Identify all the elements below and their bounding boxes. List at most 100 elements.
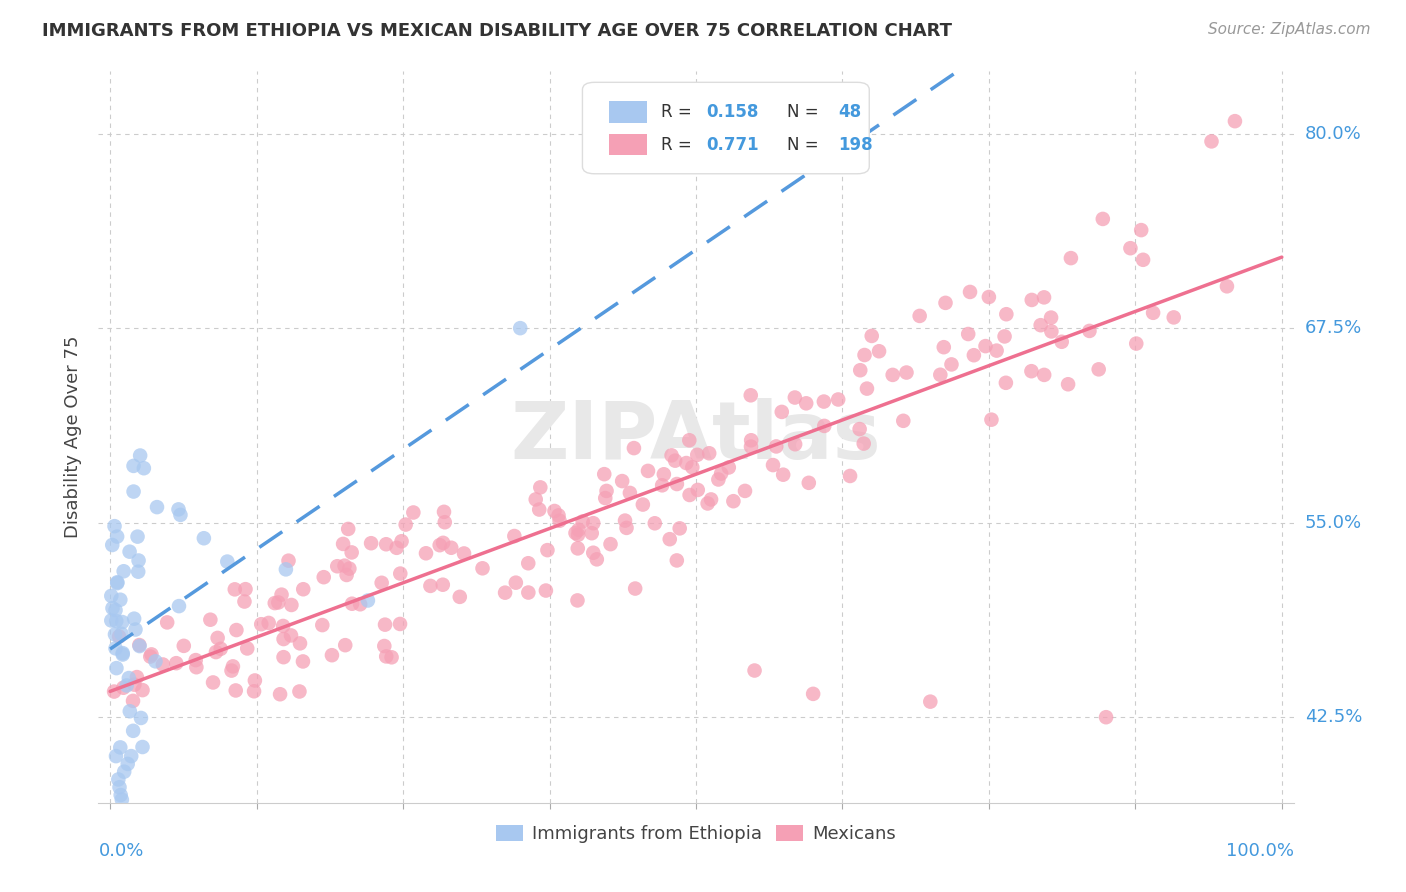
Point (374, 617, 396, 632)
Point (271, 619, 294, 633)
Point (740, 440, 762, 454)
Point (908, 309, 931, 323)
Point (959, 285, 981, 299)
Point (1078, 324, 1101, 338)
Point (529, 502, 551, 516)
Point (503, 529, 526, 543)
Point (402, 506, 425, 520)
Point (321, 648, 343, 663)
Point (707, 473, 730, 487)
Point (122, 694, 145, 708)
Point (128, 553, 150, 567)
Point (186, 660, 208, 674)
Point (117, 756, 139, 771)
Text: R =: R = (661, 103, 697, 120)
Point (891, 414, 914, 428)
Point (1057, 377, 1080, 392)
Point (765, 439, 787, 453)
Point (209, 641, 232, 656)
Point (853, 348, 876, 362)
Point (222, 659, 245, 673)
Point (794, 396, 817, 410)
Point (734, 483, 756, 498)
Point (415, 546, 437, 560)
Point (1050, 334, 1073, 349)
Point (332, 537, 354, 551)
Point (595, 483, 617, 498)
Text: 42.5%: 42.5% (1305, 708, 1362, 726)
Point (124, 623, 146, 637)
Point (827, 392, 849, 407)
Point (132, 461, 155, 475)
Point (1125, 336, 1147, 351)
Text: N =: N = (787, 103, 818, 120)
Text: 67.5%: 67.5% (1305, 319, 1362, 337)
Point (288, 684, 311, 698)
Point (105, 749, 128, 764)
Point (419, 579, 441, 593)
Point (326, 559, 349, 574)
Point (665, 477, 688, 491)
Point (471, 561, 494, 575)
Point (593, 467, 616, 482)
Point (849, 363, 872, 377)
Point (494, 585, 516, 599)
Point (225, 623, 247, 637)
Text: 0.771: 0.771 (707, 136, 759, 153)
Point (963, 348, 986, 362)
Bar (609, 134, 647, 155)
Point (665, 553, 688, 567)
Point (105, 576, 128, 591)
Point (389, 566, 412, 581)
Point (370, 575, 392, 590)
Point (105, 530, 128, 544)
Point (111, 646, 134, 660)
Point (112, 681, 135, 695)
Point (616, 521, 638, 535)
Point (614, 514, 637, 528)
Point (995, 307, 1018, 321)
Point (118, 544, 141, 558)
Point (103, 684, 125, 698)
Point (686, 483, 709, 497)
Point (111, 793, 134, 807)
Point (785, 437, 807, 451)
Point (167, 502, 190, 516)
Point (311, 618, 333, 632)
Point (1095, 710, 1118, 724)
Point (108, 780, 131, 795)
Point (381, 650, 404, 665)
Point (340, 545, 363, 559)
Point (111, 615, 134, 629)
Point (221, 664, 243, 678)
Point (169, 508, 191, 522)
Point (125, 670, 148, 684)
Point (564, 525, 586, 540)
Point (856, 382, 879, 396)
Point (100, 589, 122, 603)
Point (651, 478, 673, 492)
Point (678, 488, 700, 502)
Point (312, 570, 335, 584)
Point (567, 528, 589, 542)
Point (128, 639, 150, 653)
Point (357, 593, 380, 607)
Point (696, 496, 718, 510)
Point (505, 575, 527, 590)
Point (104, 603, 127, 617)
Point (141, 648, 163, 662)
Point (717, 460, 740, 475)
Point (112, 564, 135, 578)
Point (868, 344, 890, 359)
Point (1021, 364, 1043, 378)
Point (852, 436, 875, 450)
Point (104, 627, 127, 641)
Point (167, 599, 190, 613)
Point (263, 596, 285, 610)
Point (235, 582, 257, 597)
Point (131, 683, 153, 698)
Point (509, 321, 531, 335)
Point (273, 632, 295, 646)
Point (101, 538, 124, 552)
Point (333, 558, 356, 573)
